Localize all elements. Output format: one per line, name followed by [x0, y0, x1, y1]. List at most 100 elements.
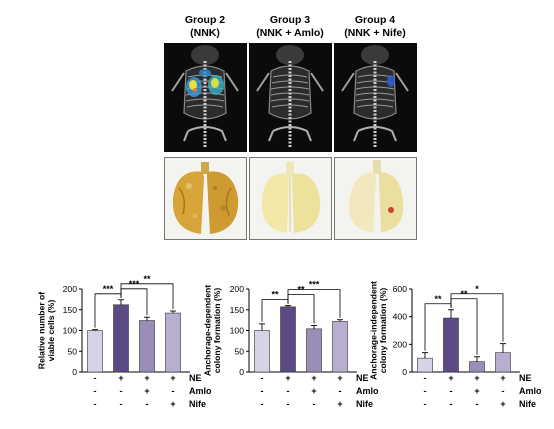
y-tick-label: 50: [234, 346, 244, 356]
significance-stars: **: [143, 274, 151, 284]
treatment-mark: +: [170, 373, 175, 383]
treatment-mark: -: [120, 399, 123, 409]
bar: [443, 317, 459, 373]
treatment-mark: -: [94, 386, 97, 396]
bar: [495, 352, 511, 373]
panel-title: Group 2: [184, 14, 226, 26]
significance-stars: **: [271, 290, 279, 300]
treatment-mark: +: [144, 373, 149, 383]
treatment-mark: -: [146, 399, 149, 409]
bar: [165, 312, 181, 373]
y-tick-label: 200: [63, 284, 78, 294]
lung-photo-group3: [249, 157, 332, 240]
y-axis-label: Anchorage-independentcolony formation (%…: [368, 281, 388, 380]
panel-header-group2: Group 2 (NNK): [161, 14, 249, 40]
bar-charts: Relative number ofviable cells (%) 0 50 100…: [36, 274, 542, 409]
treatment-label: Amlo: [189, 386, 212, 396]
treatment-mark: -: [94, 373, 97, 383]
bar: [469, 361, 485, 373]
treatment-mark: +: [474, 386, 479, 396]
lung-image: [172, 162, 239, 234]
y-axis-label-line: colony formation (%): [378, 288, 388, 374]
y-tick-label: 200: [230, 284, 245, 294]
treatment-mark: -: [424, 373, 427, 383]
treatment-label: Nife: [189, 399, 206, 409]
treatment-label: Amlo: [356, 386, 379, 396]
treatment-label: NE: [189, 373, 202, 383]
y-axis-label: Relative number ofviable cells (%): [36, 292, 56, 369]
panel-subtitle: (NNK): [190, 27, 220, 39]
ct-scan-group2: [164, 43, 247, 152]
y-tick-label: 100: [63, 326, 78, 336]
bar: [87, 330, 103, 373]
bar: [332, 321, 348, 373]
treatment-mark: +: [170, 399, 175, 409]
y-tick-label: 50: [67, 346, 77, 356]
y-axis-label-line: Anchorage-independent: [368, 281, 378, 380]
treatment-mark: +: [118, 373, 123, 383]
y-axis-label-line: Anchorage-dependent: [202, 285, 212, 376]
treatment-mark: -: [450, 386, 453, 396]
treatment-mark: +: [337, 373, 342, 383]
lung-photo-group4: [334, 157, 417, 240]
treatment-mark: +: [474, 373, 479, 383]
y-tick-label: 0: [239, 367, 244, 377]
treatment-label: Nife: [356, 399, 373, 409]
panel-title: Group 3: [269, 14, 311, 26]
treatment-mark: -: [172, 386, 175, 396]
y-axis-label: Anchorage-dependentcolony formation (%): [202, 285, 222, 376]
y-axis-label-line: viable cells (%): [46, 300, 56, 362]
treatment-label: NE: [356, 373, 369, 383]
bar: [254, 330, 270, 373]
bar: [280, 306, 296, 373]
treatment-mark: +: [311, 386, 316, 396]
treatment-mark: -: [313, 399, 316, 409]
lung-photo-group2: [164, 157, 247, 240]
treatment-mark: -: [287, 399, 290, 409]
bar: [139, 320, 155, 373]
treatment-mark: +: [448, 373, 453, 383]
treatment-mark: -: [261, 373, 264, 383]
ct-scan-group4: [334, 43, 417, 152]
treatment-mark: -: [120, 386, 123, 396]
y-tick-label: 0: [72, 367, 77, 377]
treatment-mark: -: [287, 386, 290, 396]
panel-header-group4: Group 4 (NNK + Nife): [331, 14, 419, 40]
skeleton-image: [171, 45, 239, 147]
treatment-mark: -: [261, 386, 264, 396]
y-tick-label: 600: [393, 284, 408, 294]
treatment-mark: -: [450, 399, 453, 409]
lung-image: [348, 160, 404, 232]
significance-bracket: [287, 289, 341, 318]
treatment-label: NE: [519, 373, 532, 383]
ct-scan-group3: [249, 43, 332, 152]
significance-bracket: [450, 293, 504, 342]
treatment-mark: -: [502, 386, 505, 396]
y-axis-label-line: Relative number of: [36, 292, 46, 369]
y-axis-label-line: colony formation (%): [212, 288, 222, 374]
panel-title: Group 4: [354, 14, 396, 26]
treatment-mark: +: [285, 373, 290, 383]
panel-subtitle: (NNK + Nife): [344, 27, 406, 39]
treatment-mark: -: [94, 399, 97, 409]
treatment-mark: -: [476, 399, 479, 409]
y-tick-label: 150: [63, 305, 78, 315]
treatment-mark: -: [339, 386, 342, 396]
y-tick-label: 100: [230, 326, 245, 336]
bar: [306, 328, 322, 373]
treatment-mark: -: [261, 399, 264, 409]
y-tick-label: 200: [393, 339, 408, 349]
significance-stars: ***: [103, 284, 114, 294]
panel-header-group3: Group 3 (NNK + Amlo): [246, 14, 334, 40]
treatment-mark: +: [311, 373, 316, 383]
significance-stars: ***: [309, 280, 320, 290]
y-tick-label: 400: [393, 312, 408, 322]
panel-subtitle: (NNK + Amlo): [256, 27, 324, 39]
treatment-label: Amlo: [519, 386, 542, 396]
lung-image: [261, 162, 321, 233]
skeleton-image: [341, 45, 409, 147]
significance-stars: **: [434, 294, 442, 304]
significance-bracket: [120, 283, 174, 309]
treatment-mark: +: [144, 386, 149, 396]
significance-stars: *: [475, 284, 479, 294]
